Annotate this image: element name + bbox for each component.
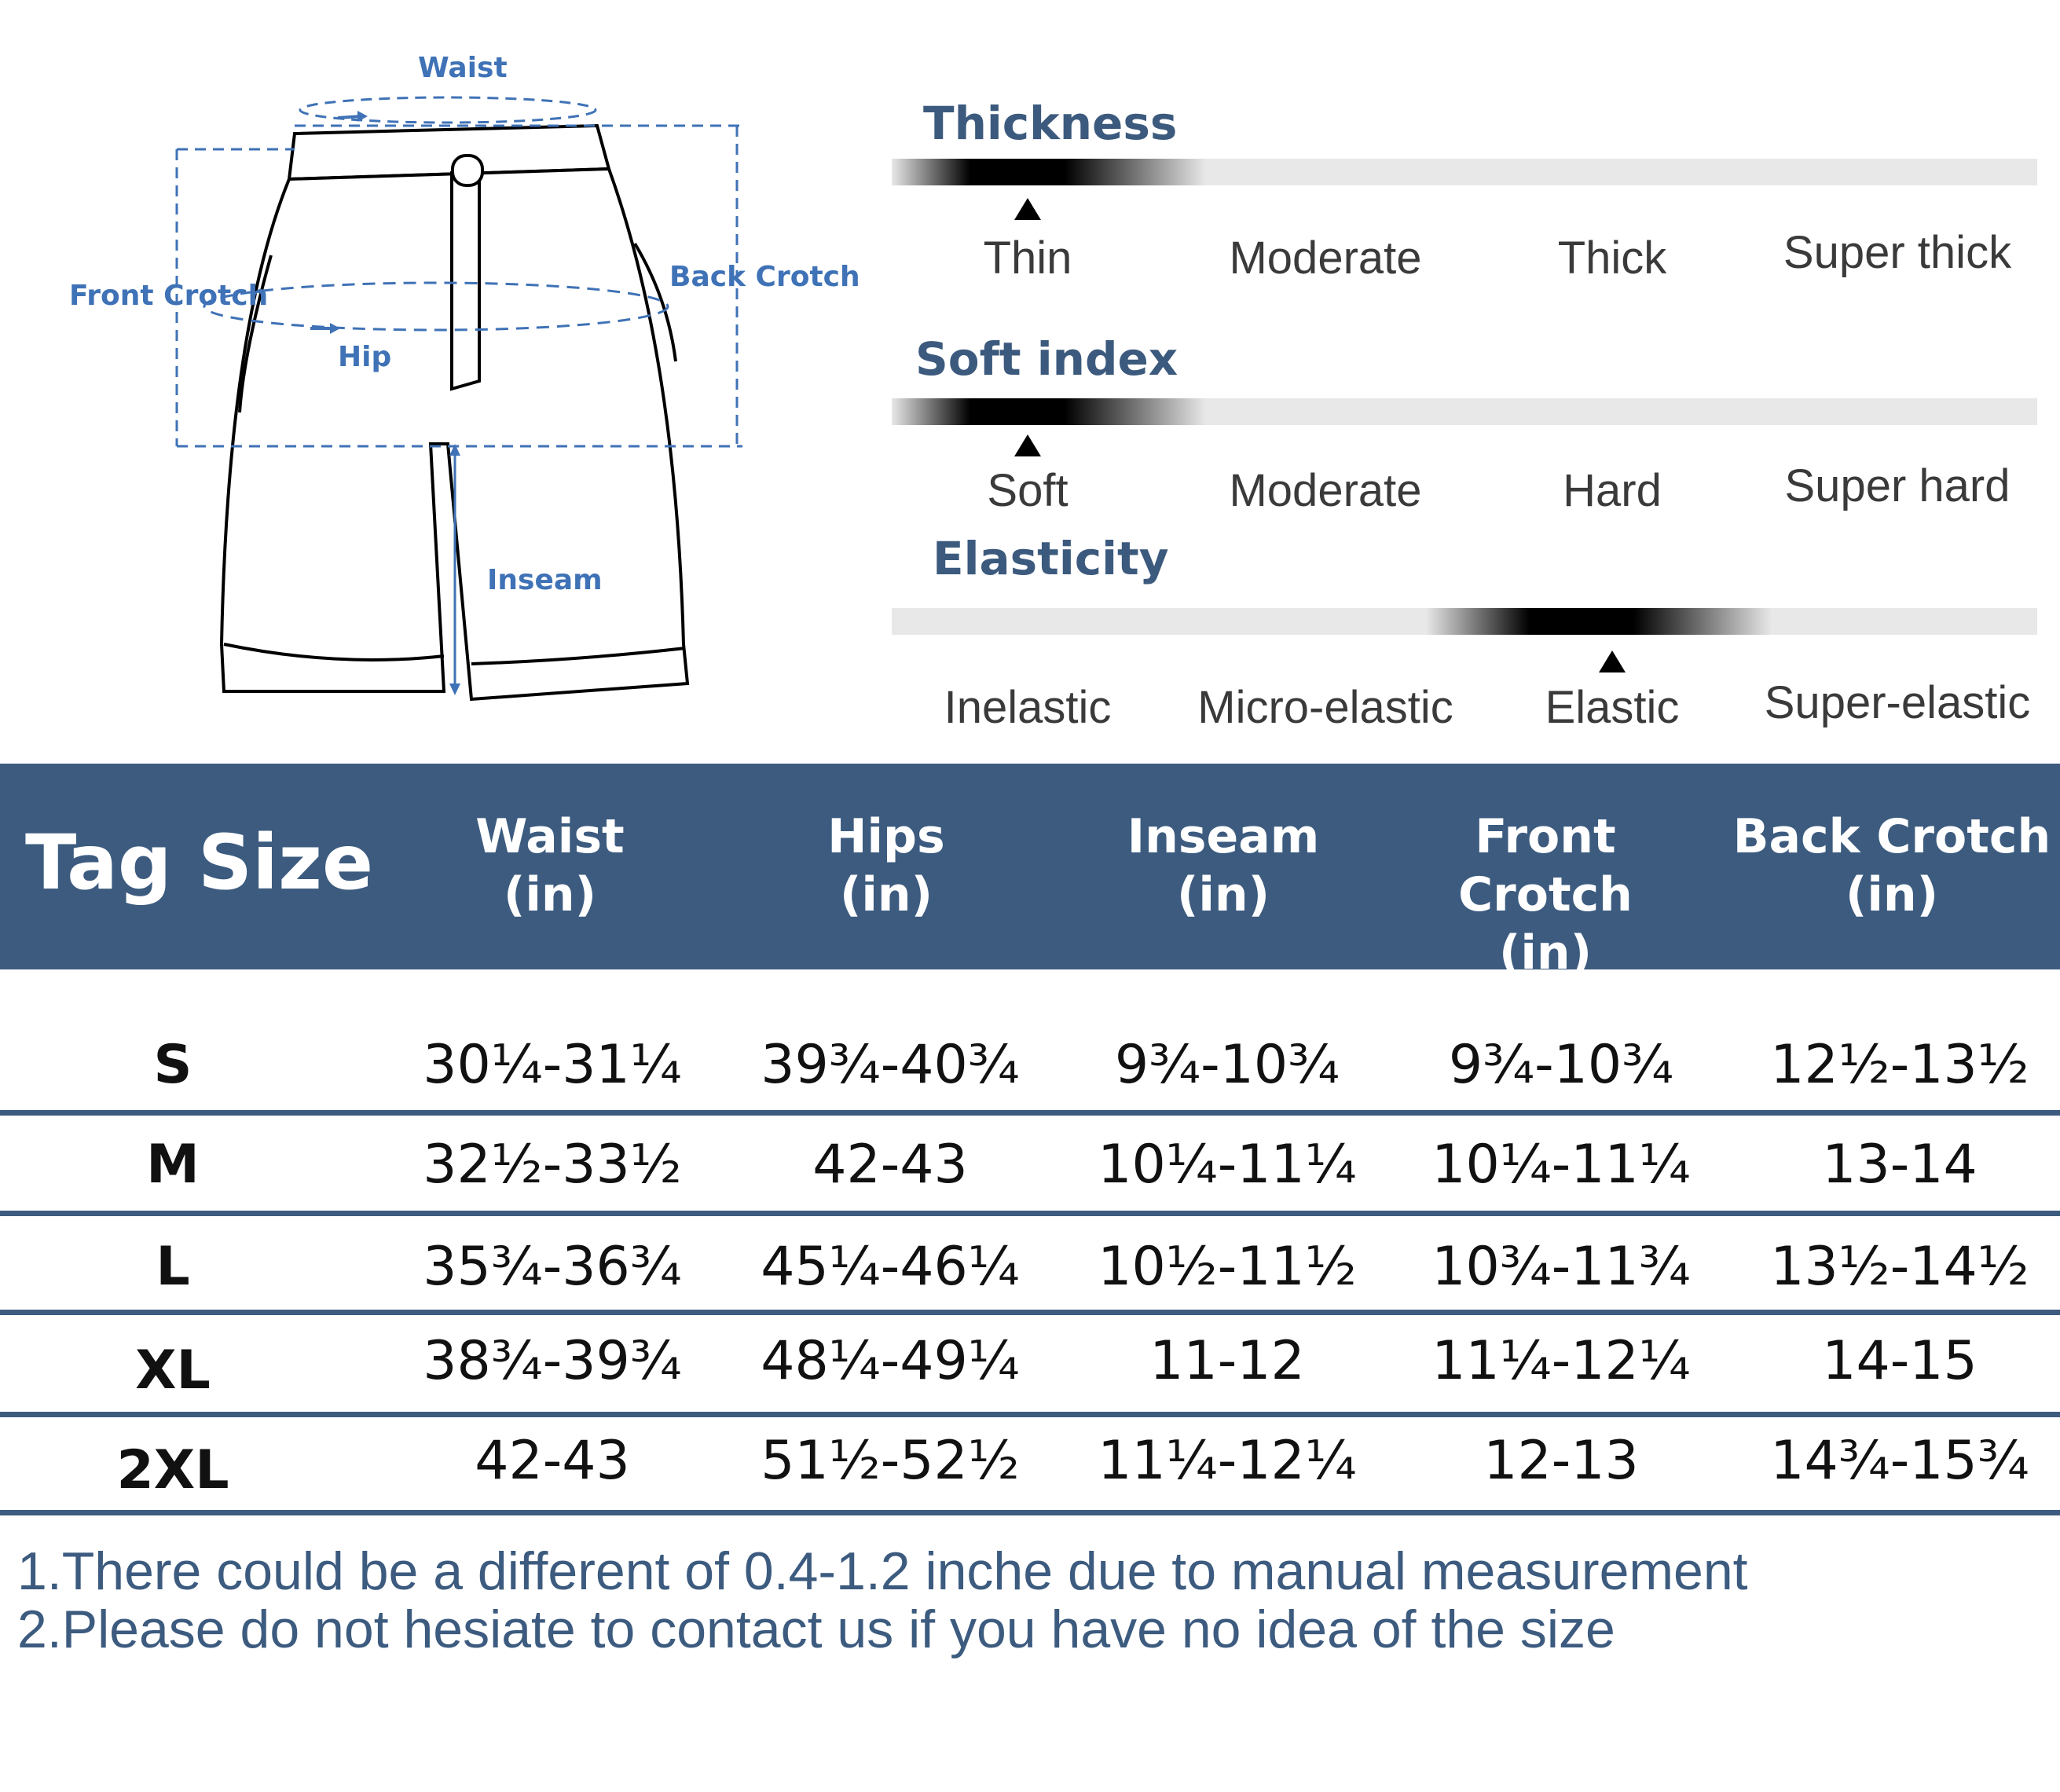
row-divider [0, 1510, 2060, 1515]
note-measurement-variance: 1.There could be a different of 0.4-1.2 … [17, 1541, 1748, 1601]
inseam-column-header: Inseam (in) [1058, 808, 1388, 924]
thickness-option-super-thick: Super thick [1783, 227, 2012, 278]
inseam-header-name: Inseam [1127, 809, 1320, 864]
thickness-option-thick: Thick [1557, 233, 1667, 284]
waist-column-header: Waist (in) [385, 808, 715, 924]
inseam-label: Inseam [487, 564, 603, 596]
row-divider [0, 1310, 2060, 1315]
front-crotch-header-unit: (in) [1498, 925, 1593, 980]
hips-cell: 39¾-40¾ [761, 1034, 1020, 1096]
waist-header-unit: (in) [503, 867, 597, 922]
thickness-bar [892, 159, 2037, 185]
waist-cell: 35¾-36¾ [423, 1236, 682, 1298]
soft-index-bar [892, 398, 2037, 425]
waist-cell: 42-43 [475, 1430, 630, 1492]
size-cell: 2XL [116, 1439, 229, 1501]
soft-option-super-hard: Super hard [1784, 460, 2011, 511]
waist-cell: 30¼-31¼ [423, 1034, 682, 1096]
front-crotch-cell: 11¼-12¼ [1431, 1330, 1691, 1392]
back-crotch-cell: 14-15 [1822, 1330, 1978, 1392]
row-divider [0, 1412, 2060, 1417]
soft-index-title: Soft index [915, 332, 1178, 386]
table-row-l: L 35¾-36¾ 45¼-46¼ 10½-11½ 10¾-11¾ 13½-14… [0, 1220, 2060, 1314]
soft-option-hard: Hard [1563, 465, 1662, 516]
shorts-measurement-diagram: Waist Front Crotch Back Crotch Hip Insea… [69, 52, 860, 702]
hips-header-unit: (in) [839, 867, 933, 922]
elasticity-option-elastic: Elastic [1545, 682, 1680, 733]
waist-label: Waist [418, 52, 508, 84]
inseam-cell: 10¼-11¼ [1098, 1134, 1357, 1196]
tag-size-header: Tag Size [25, 819, 374, 907]
size-table-header: Tag Size Waist (in) Hips (in) Inseam (in… [0, 764, 2060, 980]
inseam-cell: 10½-11½ [1098, 1236, 1357, 1298]
elasticity-option-super-elastic: Super-elastic [1764, 677, 2031, 728]
elasticity-indicator [1426, 608, 1772, 635]
thickness-pointer-icon [1014, 198, 1041, 220]
thickness-option-thin: Thin [983, 233, 1072, 284]
inseam-cell: 11-12 [1149, 1330, 1305, 1392]
soft-option-moderate: Moderate [1229, 465, 1422, 516]
waist-header-name: Waist [475, 809, 625, 864]
inseam-cell: 9¾-10¾ [1114, 1034, 1340, 1096]
inseam-header-unit: (in) [1176, 867, 1270, 922]
back-crotch-header-name: Back Crotch [1732, 809, 2051, 864]
front-crotch-cell: 9¾-10¾ [1448, 1034, 1674, 1096]
back-crotch-cell: 14¾-15¾ [1770, 1430, 2029, 1492]
hips-column-header: Hips (in) [721, 808, 1051, 924]
elasticity-pointer-icon [1599, 650, 1626, 672]
front-crotch-label: Front Crotch [69, 280, 268, 312]
hips-cell: 45¼-46¼ [761, 1236, 1020, 1298]
elasticity-title: Elasticity [933, 532, 1169, 585]
soft-index-indicator [892, 398, 1206, 425]
inseam-cell: 11¼-12¼ [1098, 1430, 1357, 1492]
back-crotch-label: Back Crotch [669, 261, 860, 293]
table-row-s: S 30¼-31¼ 39¾-40¾ 9¾-10¾ 9¾-10¾ 12½-13½ [0, 1018, 2060, 1112]
size-cell: S [153, 1034, 192, 1096]
size-cell: L [156, 1236, 190, 1298]
note-contact-us: 2.Please do not hesiate to contact us if… [17, 1600, 1615, 1659]
shorts-illustration [219, 123, 690, 702]
size-cell: M [146, 1134, 200, 1196]
front-crotch-cell: 10¼-11¼ [1431, 1134, 1691, 1196]
elasticity-bar [892, 608, 2037, 635]
thickness-title: Thickness [923, 97, 1178, 150]
hips-cell: 51½-52½ [761, 1430, 1020, 1492]
soft-option-soft: Soft [987, 465, 1068, 516]
hips-header-name: Hips [827, 809, 945, 864]
back-crotch-cell: 12½-13½ [1770, 1034, 2029, 1096]
front-crotch-cell: 12-13 [1483, 1430, 1639, 1492]
row-divider [0, 1211, 2060, 1216]
hips-cell: 48¼-49¼ [761, 1330, 1020, 1392]
back-crotch-cell: 13-14 [1822, 1134, 1978, 1196]
size-cell: XL [135, 1339, 211, 1402]
elasticity-option-micro-elastic: Micro-elastic [1197, 682, 1453, 733]
row-divider [0, 1110, 2060, 1116]
elasticity-option-inelastic: Inelastic [944, 682, 1112, 733]
table-row-xl: XL 38¾-39¾ 48¼-49¼ 11-12 11¼-12¼ 14-15 [0, 1314, 2060, 1409]
front-crotch-cell: 10¾-11¾ [1431, 1236, 1691, 1298]
back-crotch-column-header: Back Crotch (in) [1727, 808, 2057, 924]
table-row-2xl: 2XL 42-43 51½-52½ 11¼-12¼ 12-13 14¾-15¾ [0, 1414, 2060, 1508]
thickness-indicator [892, 159, 1206, 185]
table-row-m: M 32½-33½ 42-43 10¼-11¼ 10¼-11¼ 13-14 [0, 1118, 2060, 1212]
front-crotch-column-header: Front Crotch (in) [1380, 808, 1710, 982]
front-crotch-header-name: Front Crotch [1458, 809, 1633, 922]
hips-cell: 42-43 [812, 1134, 968, 1196]
measurement-guides [175, 96, 742, 695]
soft-index-pointer-icon [1014, 434, 1041, 456]
waist-guide [299, 96, 597, 124]
waist-cell: 32½-33½ [423, 1134, 682, 1196]
thickness-option-moderate: Moderate [1229, 233, 1422, 284]
hip-label: Hip [338, 341, 391, 373]
back-crotch-header-unit: (in) [1845, 867, 1939, 922]
hip-guide [203, 281, 669, 332]
back-crotch-cell: 13½-14½ [1770, 1236, 2029, 1298]
waist-cell: 38¾-39¾ [423, 1330, 682, 1392]
